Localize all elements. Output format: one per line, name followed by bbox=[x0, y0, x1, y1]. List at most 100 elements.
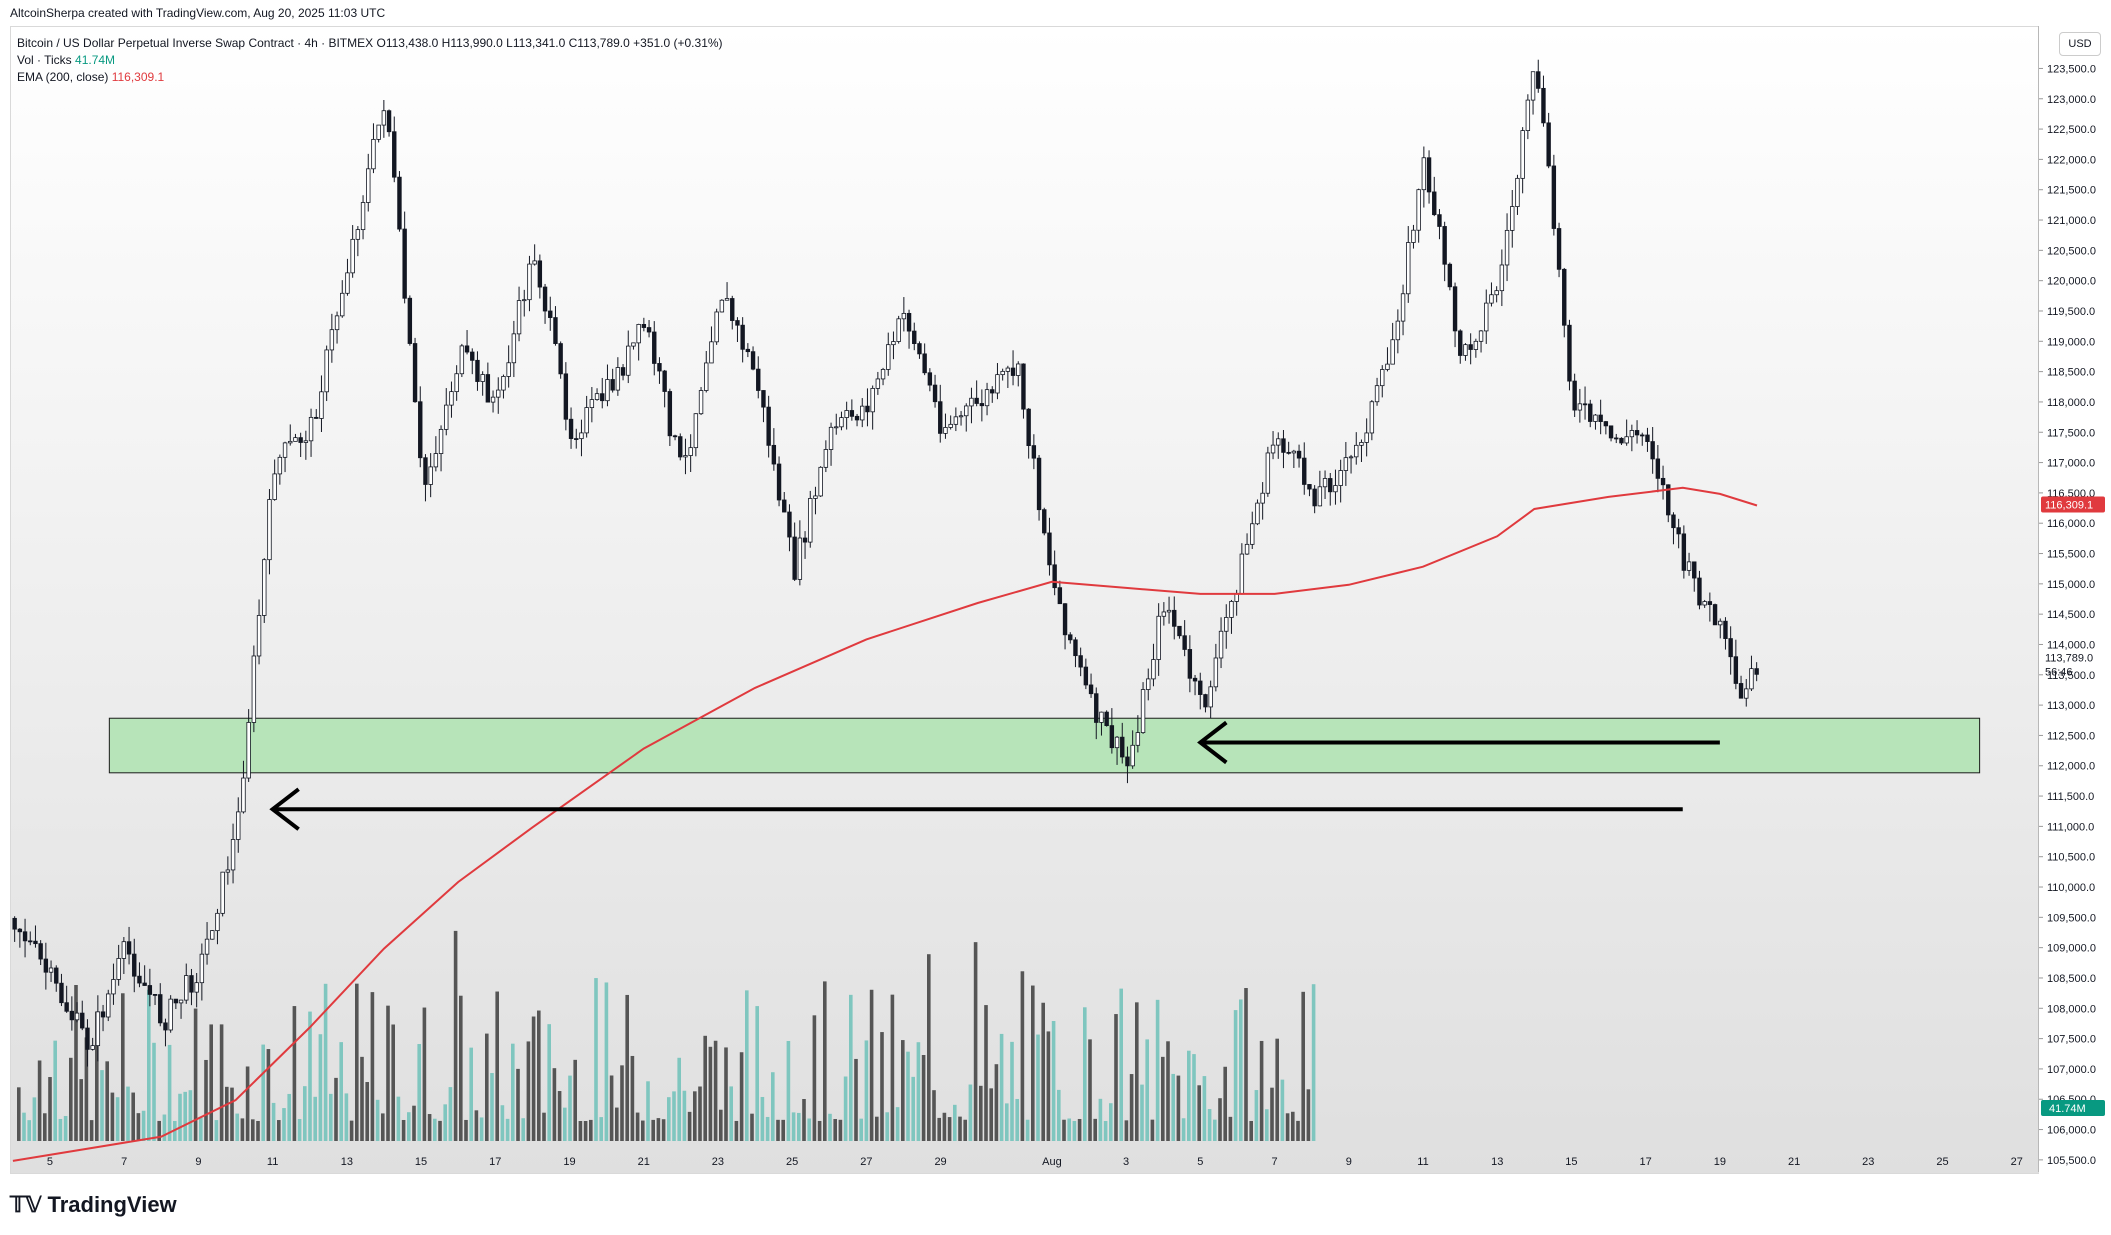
candle-body bbox=[475, 359, 480, 382]
candle-body bbox=[17, 928, 23, 933]
candle-body bbox=[1749, 668, 1754, 690]
ema-legend[interactable]: EMA (200, close) 116,309.1 bbox=[17, 69, 723, 86]
candle-body bbox=[22, 931, 28, 942]
candle-body bbox=[979, 403, 985, 407]
volume-bar bbox=[927, 954, 931, 1141]
time-axis-label: 9 bbox=[195, 1156, 201, 1168]
volume-bar bbox=[1270, 1087, 1274, 1141]
candle-body bbox=[256, 615, 262, 657]
candle-body bbox=[776, 463, 782, 501]
time-axis-label: 15 bbox=[415, 1156, 427, 1168]
candle-body bbox=[1520, 130, 1525, 179]
volume-legend[interactable]: Vol · Ticks 41.74M bbox=[17, 52, 723, 69]
volume-bar bbox=[178, 1093, 182, 1141]
candle-body bbox=[1255, 502, 1260, 525]
price-label: 121,500.0 bbox=[2047, 185, 2096, 197]
candle-body bbox=[688, 447, 693, 456]
candle-body bbox=[428, 466, 433, 485]
candle-body bbox=[1036, 457, 1042, 511]
volume-bar bbox=[495, 991, 499, 1141]
symbol-name[interactable]: Bitcoin / US Dollar Perpetual Inverse Sw… bbox=[17, 36, 374, 50]
candle-body bbox=[860, 405, 865, 421]
candle-body bbox=[1177, 625, 1182, 637]
time-axis-label: 25 bbox=[1936, 1156, 1948, 1168]
volume-bar bbox=[1285, 1113, 1290, 1141]
candle-body bbox=[397, 176, 402, 230]
candle-body bbox=[1385, 363, 1390, 370]
candle-body bbox=[745, 348, 751, 353]
volume-bar bbox=[615, 1107, 619, 1141]
candle-body bbox=[600, 393, 605, 402]
candle-body bbox=[995, 374, 1000, 394]
volume-bar bbox=[760, 1096, 765, 1141]
volume-bar bbox=[375, 1099, 380, 1141]
volume-bar bbox=[427, 1114, 432, 1141]
volume-bar bbox=[677, 1057, 681, 1141]
candle-body bbox=[1546, 122, 1551, 167]
candle-body bbox=[849, 410, 855, 417]
price-label: 115,500.0 bbox=[2047, 549, 2095, 561]
volume-bar bbox=[958, 1116, 962, 1141]
volume-bar bbox=[349, 1120, 354, 1141]
volume-bar bbox=[880, 1032, 884, 1141]
volume-bar bbox=[719, 1109, 723, 1141]
chart-pane[interactable]: 5 7 9 11 13 15 17 19 21 23 25 27 29 Aug 3 5 7 9 11 13 15 17 19… bbox=[10, 26, 2039, 1174]
candle-body bbox=[880, 369, 886, 380]
candle-body bbox=[1281, 438, 1286, 453]
volume-bar bbox=[1036, 1034, 1040, 1141]
volume-bar bbox=[542, 1112, 546, 1141]
volume-bar bbox=[245, 1066, 250, 1141]
volume-bar bbox=[282, 1108, 286, 1141]
candle-body bbox=[158, 994, 163, 1024]
volume-bar bbox=[812, 1015, 817, 1141]
currency-button[interactable]: USD bbox=[2059, 32, 2101, 56]
volume-bar bbox=[329, 1093, 333, 1141]
candle-body bbox=[1104, 711, 1109, 727]
candle-body bbox=[808, 498, 813, 543]
price-scale[interactable]: USD 123,500.0 123,000.0 122,500.0 122,000.0… bbox=[2038, 26, 2107, 1172]
volume-bar bbox=[209, 1024, 213, 1141]
volume-bar bbox=[838, 1119, 843, 1141]
volume-bar bbox=[932, 1090, 936, 1141]
candle-body bbox=[251, 655, 257, 723]
candle-body bbox=[636, 324, 641, 344]
price-label: 123,000.0 bbox=[2047, 94, 2096, 106]
volume-bar bbox=[453, 930, 458, 1141]
candle-body bbox=[54, 967, 59, 984]
volume-bar bbox=[204, 1059, 208, 1141]
candle-body bbox=[1125, 756, 1130, 767]
candle-body bbox=[1562, 268, 1567, 326]
volume-bar bbox=[916, 1042, 921, 1141]
time-axis-label: 19 bbox=[1714, 1156, 1726, 1168]
volume-bar bbox=[1135, 1002, 1139, 1141]
volume-bars bbox=[17, 930, 1316, 1141]
price-label: 114,500.0 bbox=[2047, 609, 2095, 621]
candle-body bbox=[381, 110, 387, 126]
volume-bar bbox=[396, 1096, 401, 1141]
volume-bar bbox=[303, 1086, 307, 1141]
tradingview-logo[interactable]: 𝕋𝕍 TradingView bbox=[10, 1192, 177, 1218]
volume-bar bbox=[661, 1119, 666, 1141]
candle-body bbox=[100, 1011, 106, 1018]
candle-body bbox=[340, 292, 345, 317]
candlestick-chart[interactable]: 5 7 9 11 13 15 17 19 21 23 25 27 29 Aug 3 5 7 9 11 13 15 17 19… bbox=[11, 27, 2039, 1173]
candle-body bbox=[1463, 344, 1468, 356]
candle-body bbox=[1172, 609, 1177, 627]
candle-body bbox=[1484, 302, 1489, 332]
volume-bar bbox=[583, 1120, 588, 1141]
candle-body bbox=[392, 131, 397, 178]
candle-body bbox=[282, 442, 288, 458]
volume-bar bbox=[557, 1091, 562, 1141]
candle-body bbox=[506, 362, 511, 377]
candle-body bbox=[1146, 678, 1151, 690]
volume-bar bbox=[989, 1088, 993, 1141]
candle-body bbox=[896, 318, 901, 342]
volume-bar bbox=[1239, 999, 1243, 1141]
candle-body bbox=[558, 343, 563, 375]
volume-bar bbox=[807, 1118, 811, 1141]
candle-body bbox=[579, 432, 584, 440]
volume-bar bbox=[703, 1035, 707, 1141]
candle-body bbox=[969, 397, 974, 407]
candle-body bbox=[1031, 445, 1037, 459]
volume-bar bbox=[859, 1118, 863, 1141]
